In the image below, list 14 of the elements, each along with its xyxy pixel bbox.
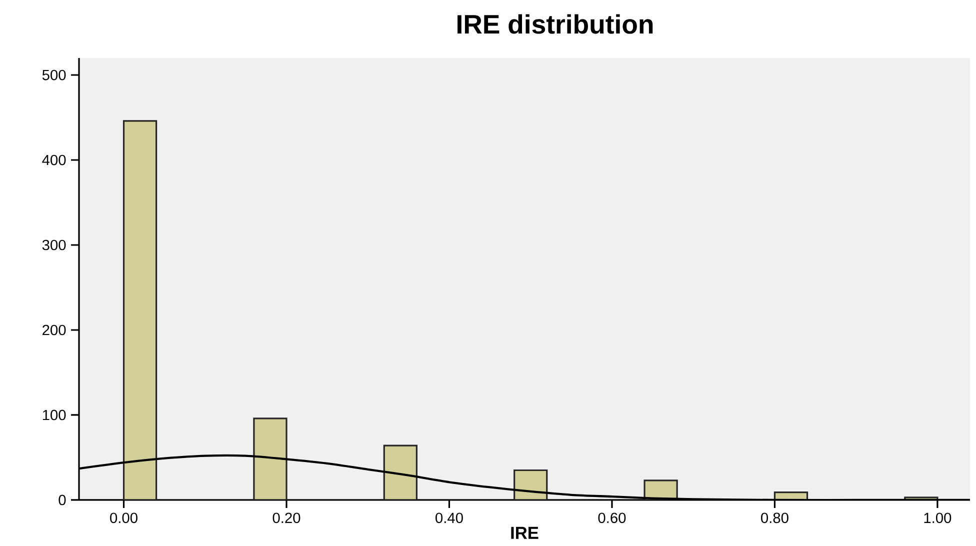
x-tick-label: 0.80: [761, 512, 788, 524]
y-tick-label: 100: [42, 410, 66, 420]
y-tick-label: 300: [42, 240, 66, 250]
x-tick-label: 1.00: [924, 512, 952, 524]
y-tick-label: 400: [42, 154, 66, 166]
x-axis-title: IRE: [511, 526, 538, 539]
x-tick-label: 0.20: [272, 512, 300, 524]
y-tick-label: 0: [58, 494, 66, 506]
y-tick-label: 500: [42, 70, 66, 80]
y-tick-label: 200: [42, 324, 66, 336]
x-tick-label: 0.60: [598, 512, 626, 524]
chart-title: IRE distribution: [458, 14, 653, 34]
x-tick-label: 0.00: [110, 512, 138, 524]
x-tick-label: 0.40: [436, 512, 463, 524]
